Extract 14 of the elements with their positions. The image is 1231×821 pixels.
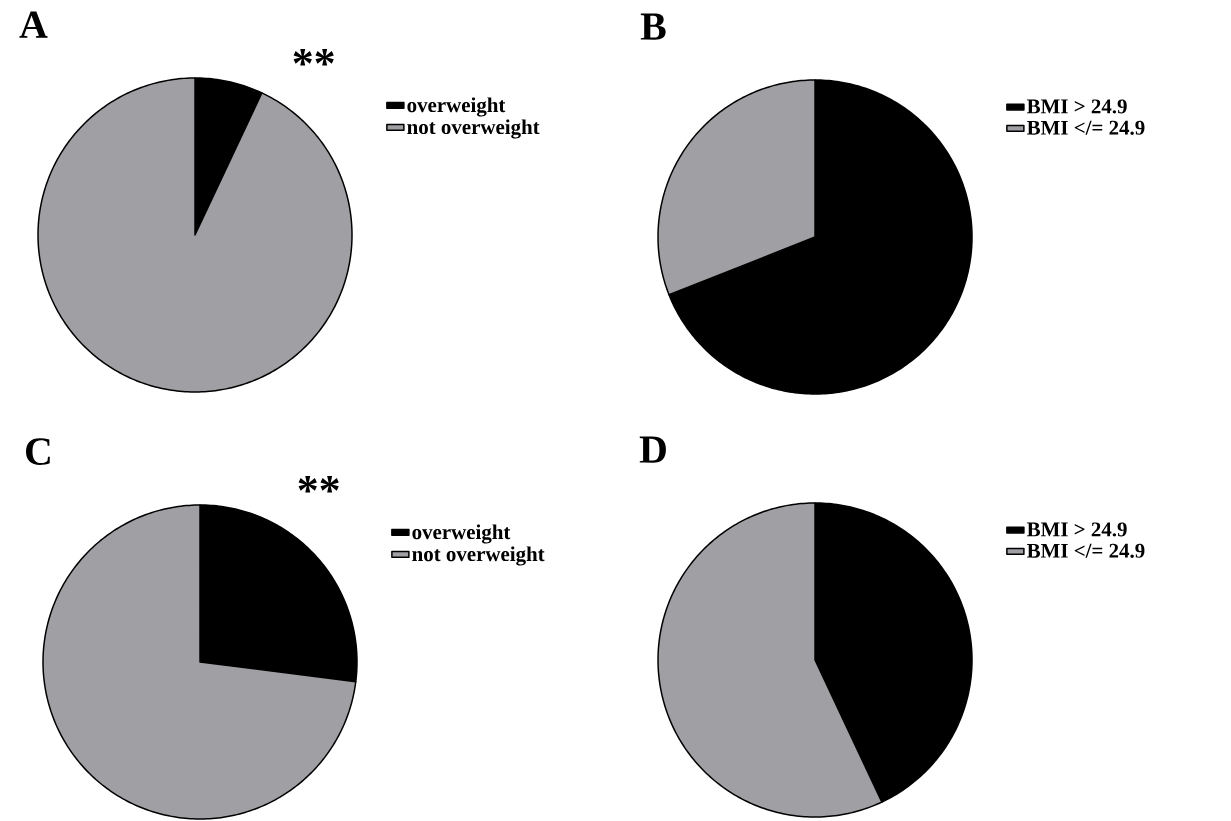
legend-label: BMI > 24.9 (1026, 522, 1127, 537)
legend-label: overweight (407, 97, 506, 117)
chart-title: A (19, 11, 48, 38)
legend-label: not overweight (407, 119, 540, 139)
text: ** (293, 49, 334, 66)
chart-title: B (640, 13, 666, 40)
legend-label: BMI </= 24.9 (1026, 543, 1145, 558)
legend-label: overweight (412, 524, 511, 544)
legend-label: not overweight (412, 546, 545, 566)
chart-title: C (26, 438, 50, 465)
text: ** (298, 476, 339, 493)
legend-label: BMI </= 24.9 (1026, 120, 1145, 135)
chart-title: D (639, 436, 666, 463)
legend-label: BMI > 24.9 (1026, 99, 1127, 114)
